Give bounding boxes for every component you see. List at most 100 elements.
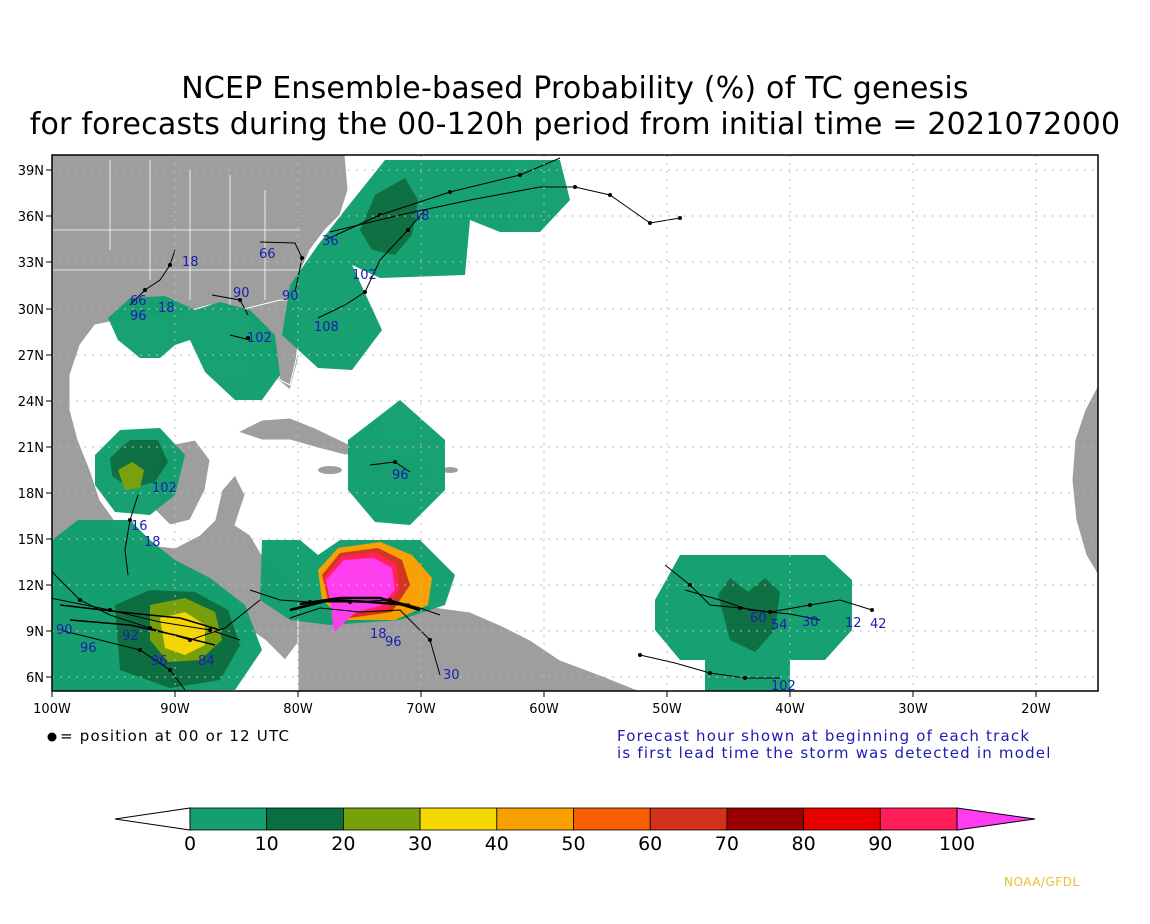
colorbar-label: 10 — [255, 833, 279, 855]
track-label: 66 — [259, 247, 276, 262]
track-label: 30 — [802, 615, 819, 630]
track-label: 66 — [130, 294, 147, 309]
track-label: 92 — [122, 629, 139, 644]
track-label: 12 — [845, 616, 862, 631]
lon-label: 40W — [775, 702, 805, 717]
lat-label: 30N — [18, 303, 44, 318]
colorbar-label: 90 — [868, 833, 892, 855]
track-position-dots — [78, 173, 874, 680]
lat-label: 12N — [18, 579, 44, 594]
colorbar: 0 10 20 30 40 50 60 70 80 90 100 — [114, 807, 1036, 855]
chart-title-line2: for forecasts during the 00-120h period … — [29, 107, 1121, 142]
track-label: 96 — [392, 468, 409, 483]
colorbar-segment — [496, 807, 574, 831]
track-label: 54 — [771, 618, 788, 633]
track-label: 18 — [413, 209, 430, 224]
track-label: 42 — [870, 617, 887, 632]
land-puerto-rico — [442, 467, 458, 473]
forecast-note-line2: is first lead time the storm was detecte… — [617, 744, 1052, 762]
track-label: 90 — [56, 623, 73, 638]
land-jamaica — [318, 466, 342, 474]
colorbar-segment — [803, 807, 881, 831]
colorbar-label: 30 — [408, 833, 432, 855]
track-label: 36 — [322, 234, 339, 249]
lat-label: 24N — [18, 395, 44, 410]
colorbar-label: 0 — [184, 833, 196, 855]
colorbar-segment — [266, 807, 344, 831]
track-label: 90 — [282, 289, 299, 304]
graticule — [52, 155, 1098, 691]
lat-label: 9N — [26, 625, 44, 640]
track-label-caribbean-96: 96 — [385, 635, 402, 650]
forecast-note-line1: Forecast hour shown at beginning of each… — [617, 727, 1031, 745]
colorbar-segment — [342, 807, 421, 831]
track-label: 102 — [152, 481, 177, 496]
colorbar-segment — [649, 807, 728, 831]
lon-label: 20W — [1021, 702, 1051, 717]
lon-label: 80W — [283, 702, 313, 717]
lat-label: 21N — [18, 441, 44, 456]
track-label: 30 — [443, 668, 460, 683]
lat-label: 39N — [18, 164, 44, 179]
track-label: 108 — [314, 320, 339, 335]
map-area — [52, 155, 1098, 691]
track-label: 60 — [750, 611, 767, 626]
caribbean-track-cluster — [289, 596, 421, 612]
credit-text: NOAA/GFDL — [1004, 875, 1080, 889]
colorbar-label: 80 — [792, 833, 816, 855]
colorbar-high-arrow — [956, 807, 1036, 831]
track-label: 96 — [80, 641, 97, 656]
track-label: 18 — [144, 535, 161, 550]
colorbar-label: 100 — [939, 833, 975, 855]
map-frame — [51, 154, 1099, 692]
track-label: 102 — [352, 268, 377, 283]
position-legend-text: = position at 00 or 12 UTC — [60, 727, 291, 745]
colorbar-label: 20 — [331, 833, 355, 855]
track-label: 18 — [158, 301, 175, 316]
colorbar-segment — [419, 807, 498, 831]
colorbar-segment — [573, 807, 651, 831]
longitude-labels: 100W 90W 80W 70W 60W 50W 40W 30W 20W — [33, 702, 1051, 717]
land-africa — [1071, 384, 1098, 576]
land-cuba — [236, 417, 367, 456]
prob-area-atlantic-inner — [718, 578, 780, 652]
track-hour-labels: 18 36 66 90 102 108 96 18 66 18 102 90 1… — [56, 209, 887, 694]
prob-area-gulf — [108, 296, 280, 400]
axis-ticks — [46, 169, 1037, 697]
east-pacific-track-cluster — [59, 604, 221, 646]
prob-area-yucatan-core — [118, 462, 144, 490]
track-label: 90 — [233, 286, 250, 301]
lon-label: 30W — [898, 702, 928, 717]
lon-label: 50W — [652, 702, 682, 717]
lat-label: 15N — [18, 533, 44, 548]
track-label: 18 — [182, 255, 199, 270]
prob-area-caribbean-100 — [326, 558, 395, 632]
lon-label: 70W — [406, 702, 436, 717]
colorbar-segment — [726, 807, 805, 831]
chart-title-line1: NCEP Ensemble-based Probability (%) of T… — [181, 71, 969, 106]
lon-label: 60W — [529, 702, 559, 717]
lat-label: 18N — [18, 487, 44, 502]
lat-label: 6N — [26, 671, 44, 686]
colorbar-label: 40 — [485, 833, 509, 855]
lat-label: 33N — [18, 256, 44, 271]
track-label: 16 — [131, 519, 148, 534]
track-label: 84 — [198, 654, 215, 669]
prob-area-us-east — [282, 160, 570, 370]
colorbar-label: 70 — [715, 833, 739, 855]
colorbar-label: 60 — [638, 833, 662, 855]
position-dot-legend-icon — [47, 732, 57, 742]
colorbar-low-arrow — [114, 807, 191, 831]
colorbar-segment — [189, 807, 268, 831]
colorbar-label: 50 — [561, 833, 585, 855]
track-label: 18 — [370, 627, 387, 642]
track-label: 102 — [771, 679, 796, 694]
lon-label: 90W — [160, 702, 190, 717]
track-label: 96 — [130, 309, 147, 324]
track-label: 102 — [247, 331, 272, 346]
colorbar-segment — [879, 807, 958, 831]
track-label: 96 — [151, 654, 168, 669]
lat-label: 27N — [18, 349, 44, 364]
lat-label: 36N — [18, 210, 44, 225]
